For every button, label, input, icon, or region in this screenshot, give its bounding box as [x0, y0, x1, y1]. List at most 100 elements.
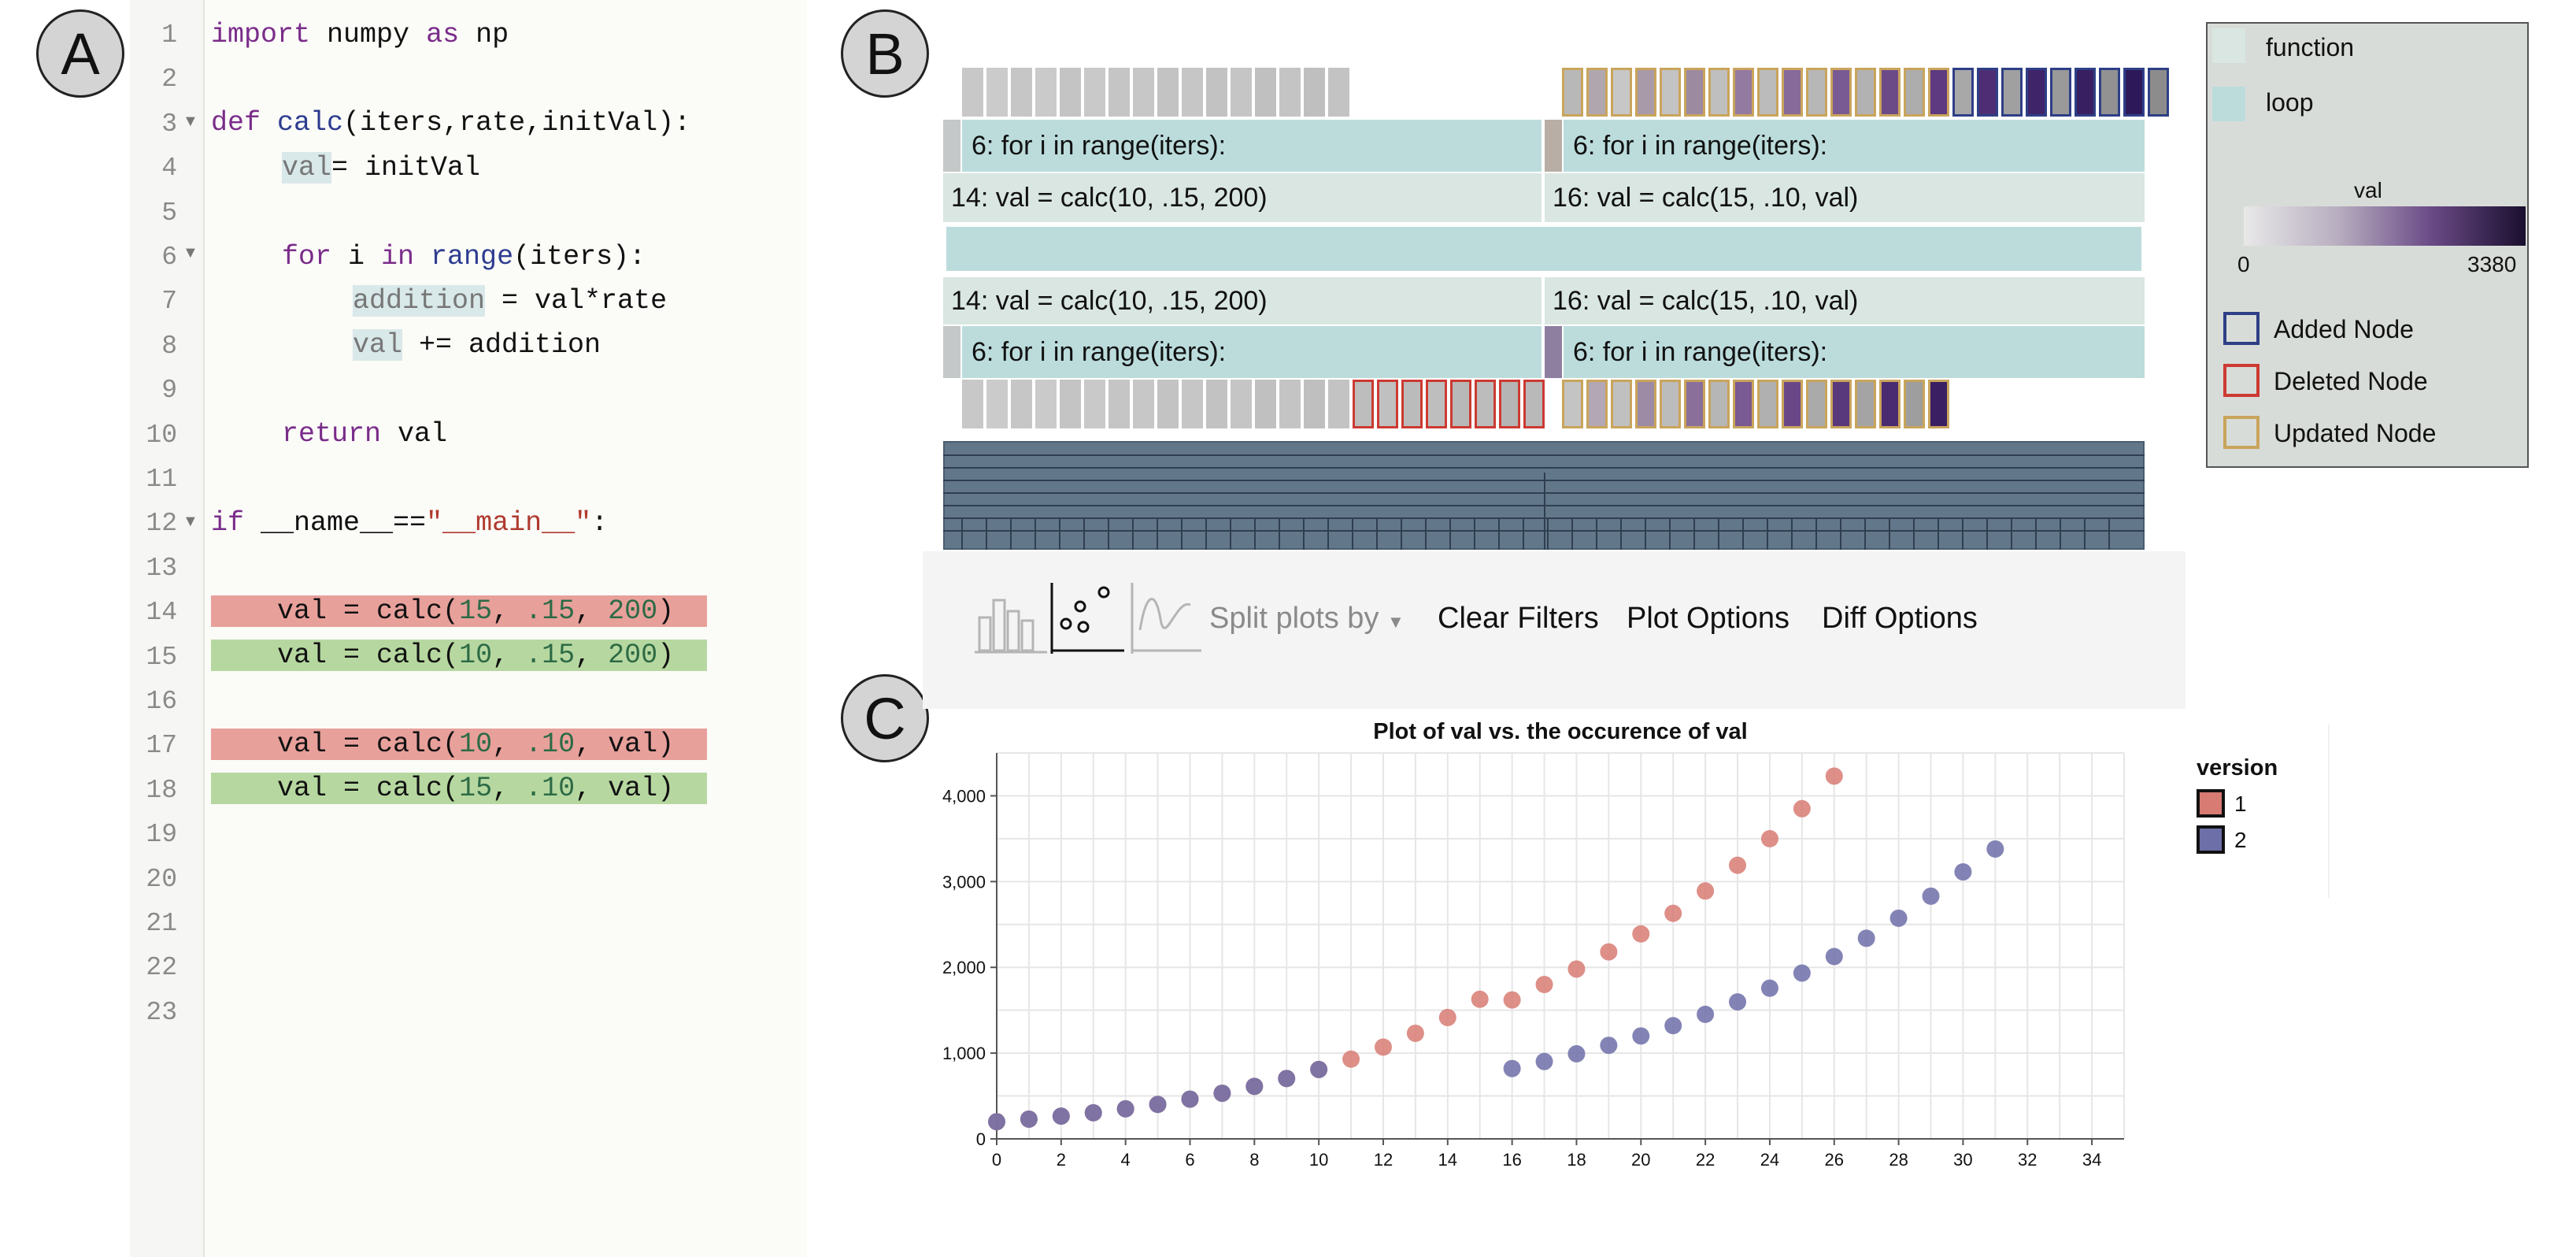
data-point-v1[interactable] [1342, 1050, 1360, 1068]
node-tile[interactable] [1830, 68, 1852, 117]
node-tile[interactable] [1060, 68, 1081, 117]
code-line-10[interactable]: return val [282, 418, 447, 450]
top-loop-left[interactable]: 6: for i in range(iters): [962, 120, 1542, 172]
data-point-v1[interactable] [1374, 1038, 1392, 1056]
node-tile[interactable] [1108, 380, 1130, 428]
data-point-v2[interactable] [988, 1113, 1005, 1131]
data-point-v2[interactable] [1825, 947, 1843, 966]
node-tile[interactable] [1475, 380, 1496, 428]
data-point-v1[interactable] [1664, 904, 1682, 922]
node-tile[interactable] [1328, 68, 1349, 117]
node-tile[interactable] [1231, 380, 1252, 428]
node-tile[interactable] [1952, 68, 1974, 117]
data-point-v2[interactable] [1729, 993, 1747, 1011]
data-point-v2[interactable] [1020, 1110, 1038, 1128]
node-tile[interactable] [1377, 380, 1398, 428]
bottom-loop-left[interactable]: 6: for i in range(iters): [962, 326, 1542, 378]
code-line-7[interactable]: addition = val*rate [353, 285, 667, 317]
node-tile[interactable] [1011, 68, 1032, 117]
data-point-v2[interactable] [1084, 1103, 1102, 1122]
data-point-v1[interactable] [1471, 990, 1489, 1008]
node-tile[interactable] [1879, 68, 1901, 117]
data-point-v2[interactable] [1310, 1060, 1328, 1078]
node-tile[interactable] [1928, 68, 1949, 117]
node-tile[interactable] [1757, 68, 1778, 117]
data-point-v1[interactable] [1760, 829, 1778, 847]
data-point-v2[interactable] [1181, 1090, 1199, 1108]
data-point-v2[interactable] [1857, 929, 1875, 947]
node-tile[interactable] [1157, 68, 1179, 117]
node-tile[interactable] [2148, 68, 2169, 117]
node-tile[interactable] [2050, 68, 2071, 117]
node-tile[interactable] [1611, 380, 1632, 428]
node-tile[interactable] [1084, 380, 1105, 428]
data-point-v1[interactable] [1825, 767, 1843, 785]
scatter-plot-icon[interactable] [1049, 583, 1124, 655]
node-tile[interactable] [1060, 380, 1081, 428]
node-tile[interactable] [1157, 380, 1179, 428]
node-tile[interactable] [1904, 68, 1925, 117]
legend-swatch-v1[interactable] [2197, 789, 2225, 818]
node-tile[interactable] [1206, 380, 1227, 428]
tree-overview-minimap[interactable] [943, 441, 2145, 550]
node-tile[interactable] [1879, 380, 1901, 428]
root-loop-bar[interactable] [946, 227, 2141, 271]
node-tile[interactable] [1255, 68, 1276, 117]
code-line-14-deleted[interactable]: val = calc(15, .15, 200) [211, 595, 707, 627]
node-tile[interactable] [1855, 380, 1876, 428]
node-tile[interactable] [1904, 380, 1925, 428]
node-tile[interactable] [2074, 68, 2096, 117]
node-tile[interactable] [1806, 380, 1827, 428]
data-point-v1[interactable] [1406, 1024, 1424, 1042]
code-line-6[interactable]: for i in range(iters): [282, 241, 646, 273]
code-line-15-added[interactable]: val = calc(10, .15, 200) [211, 640, 707, 671]
fold-toggle-icon[interactable]: ▼ [183, 113, 198, 130]
node-tile[interactable] [1562, 68, 1583, 117]
data-point-v2[interactable] [1245, 1077, 1264, 1096]
data-point-v2[interactable] [1278, 1070, 1296, 1088]
data-point-v1[interactable] [1697, 882, 1715, 900]
data-point-v1[interactable] [1600, 943, 1618, 961]
node-tile[interactable] [1928, 380, 1949, 428]
node-tile[interactable] [1782, 68, 1803, 117]
data-point-v1[interactable] [1438, 1008, 1456, 1026]
node-tile[interactable] [1830, 380, 1852, 428]
data-point-v1[interactable] [1535, 976, 1553, 993]
data-point-v2[interactable] [1116, 1099, 1134, 1118]
node-tile[interactable] [1635, 380, 1656, 428]
top-func-left[interactable]: 14: val = calc(10, .15, 200) [943, 173, 1542, 222]
node-tile[interactable] [1328, 380, 1349, 428]
node-tile[interactable] [1279, 68, 1301, 117]
data-point-v2[interactable] [1760, 979, 1778, 997]
node-tile[interactable] [1499, 380, 1520, 428]
bottom-func-right[interactable]: 16: val = calc(15, .10, val) [1545, 277, 2145, 324]
line-plot-icon[interactable] [1129, 583, 1201, 655]
node-tile[interactable] [1304, 68, 1325, 117]
data-point-v1[interactable] [1632, 925, 1650, 943]
node-tile[interactable] [1353, 380, 1374, 428]
data-point-v2[interactable] [1889, 909, 1908, 927]
legend-swatch-v2[interactable] [2197, 825, 2225, 854]
node-tile[interactable] [1231, 68, 1252, 117]
node-tile[interactable] [1635, 68, 1656, 117]
data-point-v2[interactable] [1954, 863, 1972, 881]
node-tile[interactable] [1611, 68, 1632, 117]
data-point-v2[interactable] [1922, 887, 1940, 905]
node-tile[interactable] [1304, 380, 1325, 428]
node-tile[interactable] [1035, 380, 1057, 428]
data-point-v1[interactable] [1567, 960, 1586, 978]
diff-options-button[interactable]: Diff Options [1822, 602, 1978, 635]
node-tile[interactable] [2001, 68, 2023, 117]
node-tile[interactable] [1660, 68, 1681, 117]
top-func-right[interactable]: 16: val = calc(15, .10, val) [1545, 173, 2145, 222]
node-tile[interactable] [1684, 380, 1705, 428]
code-line-3[interactable]: def calc(iters,rate,initVal): [211, 107, 690, 139]
data-point-v1[interactable] [1503, 991, 1521, 1009]
node-tile[interactable] [1586, 380, 1608, 428]
code-editor[interactable] [130, 0, 807, 1257]
code-line-18-added[interactable]: val = calc(15, .10, val) [211, 773, 707, 804]
code-line-8[interactable]: val += addition [353, 329, 601, 361]
clear-filters-button[interactable]: Clear Filters [1438, 602, 1599, 635]
data-point-v2[interactable] [1503, 1059, 1521, 1077]
